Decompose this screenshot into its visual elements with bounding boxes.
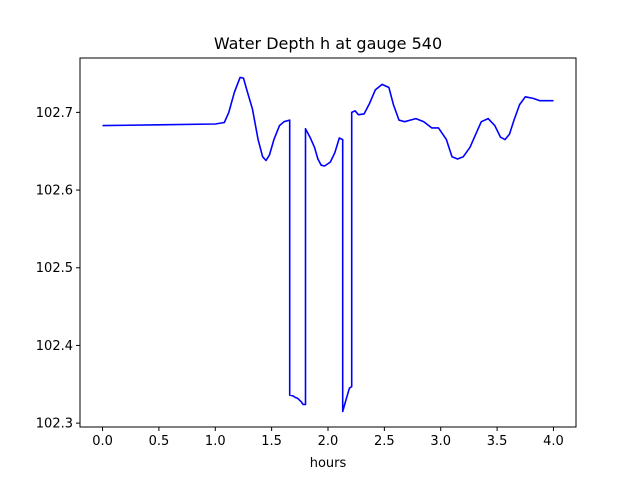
x-tick-label: 0.5	[149, 434, 170, 449]
plot-area	[79, 57, 577, 428]
series-line-0	[102, 76, 554, 413]
y-axis: 102.3 102.4 102.5 102.6 102.7	[36, 106, 80, 432]
y-tick-label: 102.3	[36, 417, 73, 432]
x-tick-label: 0.0	[92, 434, 113, 449]
x-axis-label: hours	[310, 456, 347, 471]
x-tick-label: 3.5	[487, 434, 508, 449]
y-tick-label: 102.5	[36, 261, 73, 276]
x-tick-label: 1.0	[205, 434, 226, 449]
y-tick-label: 102.6	[36, 184, 73, 199]
x-tick-label: 2.0	[318, 434, 339, 449]
x-axis: 0.0 0.5 1.0 1.5 2.0 2.5 3.0 3.5 4.0	[92, 427, 564, 449]
y-tick-label: 102.7	[36, 106, 73, 121]
chart-title: Water Depth h at gauge 540	[214, 34, 442, 53]
x-tick-label: 2.5	[374, 434, 395, 449]
x-tick-label: 3.0	[430, 434, 451, 449]
x-tick-label: 1.5	[261, 434, 282, 449]
y-tick-label: 102.4	[36, 339, 73, 354]
plot-frame	[79, 57, 577, 428]
x-tick-label: 4.0	[543, 434, 564, 449]
